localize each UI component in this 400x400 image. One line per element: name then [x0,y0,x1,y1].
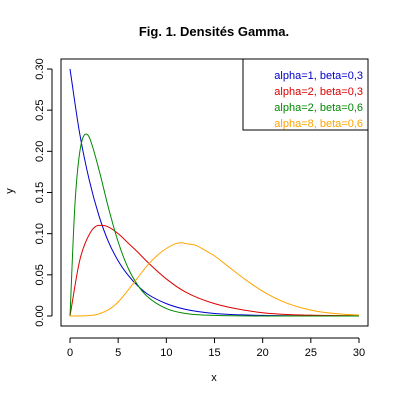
plot-frame [60,58,369,327]
x-axis: 0 5 10 15 20 25 30 [67,337,365,359]
series-line-4 [69,242,360,317]
x-tick-label: 5 [115,347,121,359]
legend-entry: alpha=1, beta=0,3 [274,70,363,82]
x-tick-label: 10 [160,347,172,359]
y-tick-label: 0.25 [34,99,46,120]
legend-entry: alpha=2, beta=0,3 [274,86,363,98]
x-tick-label: 20 [257,347,269,359]
y-tick-label: 0.30 [34,58,46,79]
y-tick-label: 0.05 [34,264,46,285]
legend-entry: alpha=2, beta=0,6 [274,102,363,114]
series-line-3 [69,133,360,317]
legend-entry: alpha=8, beta=0,6 [274,118,363,130]
x-tick-label: 0 [67,347,73,359]
legend-box [242,58,369,131]
y-axis: 0.00 0.05 0.10 0.15 0.20 0.25 0.30 [34,58,53,327]
y-tick-label: 0.10 [34,223,46,244]
series-layer [69,68,360,317]
chart-title: Fig. 1. Densités Gamma. [139,24,289,39]
x-axis-label: x [211,372,217,384]
y-tick-label: 0.00 [34,305,46,326]
x-tick-label: 25 [305,347,317,359]
x-tick-label: 15 [208,347,220,359]
x-tick-label: 30 [353,347,365,359]
y-tick-label: 0.15 [34,182,46,203]
y-tick-label: 0.20 [34,141,46,162]
series-line-2 [69,224,360,317]
y-axis-label: y [4,188,16,194]
legend: alpha=1, beta=0,3 alpha=2, beta=0,3 alpha=… [242,58,369,131]
